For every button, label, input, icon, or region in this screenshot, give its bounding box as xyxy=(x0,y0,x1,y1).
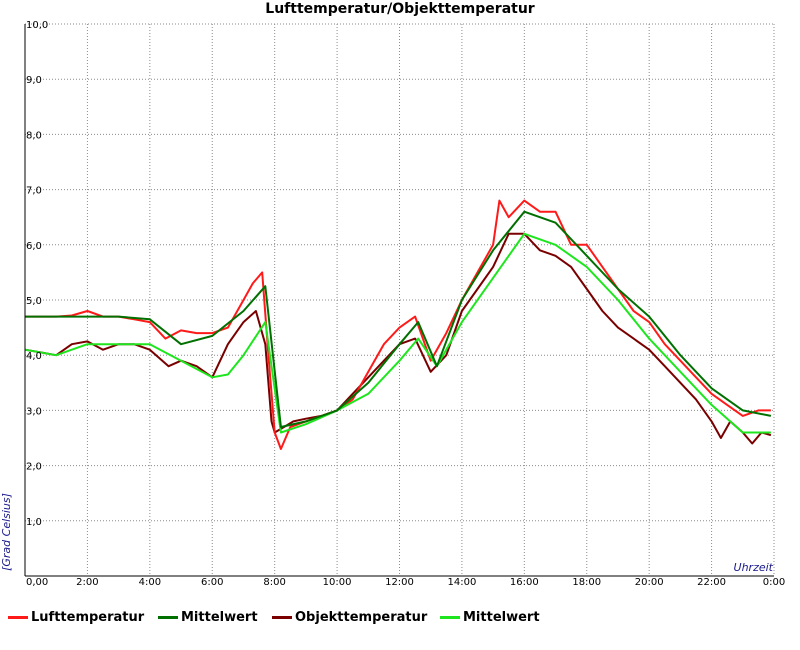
x-tick-labels: 0,00 2:00 4:00 6:00 8:00 10:00 12:00 14:00 16:00… xyxy=(26,577,785,588)
series-layer xyxy=(24,199,772,450)
y-tick-label: 4,0 xyxy=(26,351,42,362)
x-tick-label: 10:00 xyxy=(323,577,352,588)
x-tick-label: 18:00 xyxy=(572,577,601,588)
x-tick-label: 14:00 xyxy=(448,577,477,588)
x-axis-label: Uhrzeit xyxy=(734,561,774,574)
legend-swatch xyxy=(272,615,292,619)
legend-label: Mittelwert xyxy=(463,609,540,625)
legend-swatch xyxy=(158,615,178,619)
y-tick-label: 5,0 xyxy=(26,296,42,307)
chart-title: Lufttemperatur/Objekttemperatur xyxy=(265,1,535,17)
legend-item: Lufttemperatur xyxy=(8,604,144,630)
y-tick-label: 9,0 xyxy=(26,75,42,86)
x-tick-label: 0,00 xyxy=(26,577,48,588)
x-tick-label: 22:00 xyxy=(697,577,726,588)
x-tick-label: 16:00 xyxy=(510,577,539,588)
y-tick-labels: 1,0 2,0 3,0 4,0 5,0 6,0 7,0 8,0 9,0 10,0 xyxy=(26,20,48,528)
x-tick-label: 12:00 xyxy=(385,577,414,588)
legend-item: Mittelwert xyxy=(158,604,258,630)
grid xyxy=(25,23,775,576)
x-tick-label: 6:00 xyxy=(201,577,223,588)
series-line xyxy=(25,199,771,450)
y-tick-label: 2,0 xyxy=(26,462,42,473)
x-tick-label: 4:00 xyxy=(139,577,161,588)
series-line xyxy=(24,232,772,445)
x-tick-label: 8:00 xyxy=(263,577,285,588)
legend-label: Mittelwert xyxy=(181,609,258,625)
series-line xyxy=(25,210,772,428)
y-tick-label: 1,0 xyxy=(26,517,42,528)
series-line xyxy=(24,232,771,434)
y-tick-label: 7,0 xyxy=(26,186,42,197)
legend-swatch xyxy=(8,615,28,619)
y-tick-label: 3,0 xyxy=(26,406,42,417)
legend-label: Objekttemperatur xyxy=(295,609,428,625)
legend-label: Lufttemperatur xyxy=(31,609,145,625)
x-tick-label: 0:00 xyxy=(763,577,785,588)
legend: Lufttemperatur Mittelwert Objekttemperatur… xyxy=(0,604,800,630)
x-tick-label: 20:00 xyxy=(635,577,664,588)
legend-item: Objekttemperatur xyxy=(272,604,427,630)
x-tick-label: 2:00 xyxy=(76,577,98,588)
legend-item: Mittelwert xyxy=(440,604,540,630)
y-tick-label: 6,0 xyxy=(26,241,42,252)
y-tick-label: 8,0 xyxy=(26,130,42,141)
y-tick-label: 10,0 xyxy=(26,20,48,31)
y-axis-label: [Grad Celsius] xyxy=(0,493,13,571)
legend-swatch xyxy=(440,615,460,619)
